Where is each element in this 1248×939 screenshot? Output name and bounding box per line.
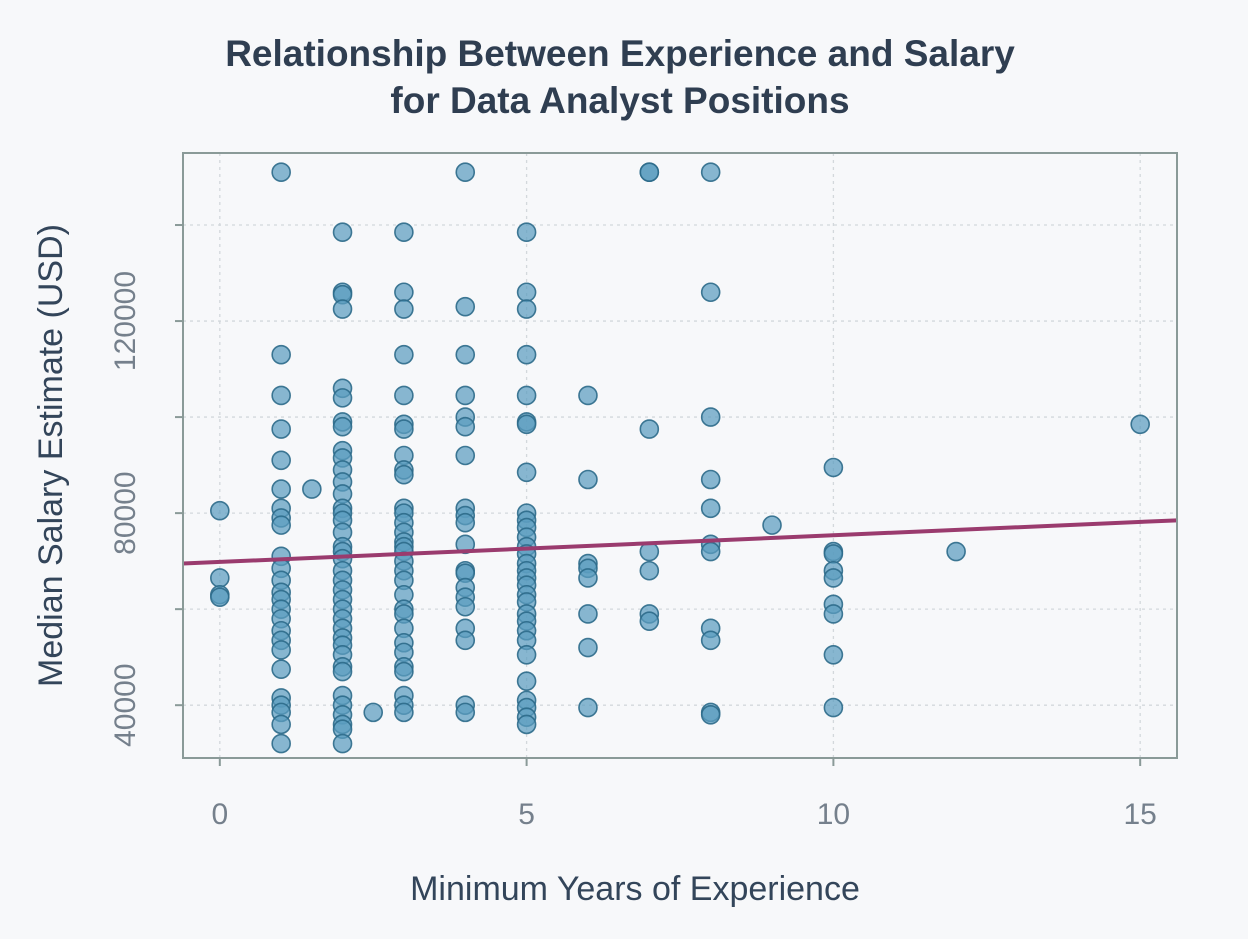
data-point	[271, 385, 291, 406]
data-point	[394, 222, 414, 243]
trend-line-group	[182, 518, 1178, 566]
data-point	[578, 469, 598, 490]
trend-line	[182, 518, 1178, 566]
data-point	[516, 385, 537, 406]
data-point	[394, 385, 414, 406]
chart-title-line-1: Relationship Between Experience and Sala…	[225, 33, 1015, 74]
data-point	[455, 702, 476, 723]
data-point	[823, 697, 844, 718]
data-point	[394, 344, 414, 365]
data-point	[332, 416, 353, 437]
data-point	[210, 568, 230, 588]
x-tick-label: 5	[518, 798, 535, 831]
data-point	[332, 222, 353, 243]
x-tick-label: 15	[1123, 798, 1156, 831]
data-point	[700, 630, 721, 651]
data-point	[516, 222, 537, 243]
data-point	[332, 299, 353, 319]
plot-frame	[182, 152, 1178, 759]
data-point	[210, 500, 230, 521]
data-point	[823, 604, 844, 624]
data-point	[455, 445, 476, 466]
data-point	[271, 344, 291, 365]
data-point	[516, 714, 537, 735]
data-point	[516, 344, 537, 365]
data-point	[516, 644, 537, 665]
data-point	[302, 479, 322, 499]
data-point	[271, 714, 291, 735]
data-point	[700, 704, 721, 725]
data-point	[578, 697, 598, 718]
data-point	[823, 457, 844, 478]
y-tick-label: 40000	[109, 663, 142, 746]
data-point	[455, 385, 476, 406]
data-point	[271, 515, 291, 535]
data-point	[823, 568, 844, 588]
data-point	[1130, 414, 1150, 435]
data-point	[578, 604, 598, 624]
data-point	[823, 644, 844, 665]
data-point	[700, 282, 721, 303]
grid-lines	[183, 153, 1177, 758]
data-point	[516, 282, 537, 303]
data-point	[455, 630, 476, 651]
y-tick-label: 80000	[109, 471, 142, 554]
data-point	[271, 450, 291, 471]
data-point	[516, 414, 537, 435]
data-point	[271, 479, 291, 499]
data-point	[210, 587, 230, 607]
data-point	[946, 541, 966, 562]
x-tick-label: 0	[211, 798, 228, 831]
data-point	[332, 733, 353, 754]
data-point	[700, 407, 721, 427]
data-point	[700, 541, 721, 562]
x-tick-label: 10	[817, 798, 850, 831]
data-point	[394, 299, 414, 319]
data-point	[700, 162, 721, 183]
data-point	[363, 702, 384, 723]
data-point	[639, 560, 660, 581]
data-point	[516, 462, 537, 483]
data-point	[455, 344, 476, 365]
x-axis-title: Minimum Years of Experience	[410, 870, 860, 908]
data-point	[578, 385, 598, 406]
data-point	[271, 162, 291, 183]
data-point	[455, 296, 476, 317]
data-point	[639, 611, 660, 631]
data-point	[332, 661, 353, 682]
data-point	[578, 637, 598, 658]
data-point	[394, 282, 414, 303]
axis-ticks: 0 5 10 15 40000 80000 120000	[109, 224, 1157, 831]
data-point	[762, 515, 782, 535]
data-point	[455, 162, 476, 183]
data-point	[394, 419, 414, 439]
data-point	[271, 733, 291, 754]
data-point	[271, 659, 291, 679]
data-point	[332, 388, 353, 408]
data-point	[516, 299, 537, 319]
data-point	[455, 512, 476, 533]
data-point	[394, 702, 414, 723]
data-point	[639, 162, 660, 183]
data-point	[700, 469, 721, 490]
data-point	[823, 544, 844, 564]
data-point	[455, 534, 476, 555]
data-point	[455, 596, 476, 617]
y-tick-label: 120000	[109, 271, 142, 371]
y-axis-title: Median Salary Estimate (USD)	[32, 224, 70, 687]
data-point	[271, 419, 291, 439]
data-point	[516, 671, 537, 691]
data-point	[700, 498, 721, 519]
data-point	[639, 419, 660, 439]
data-point	[394, 464, 414, 485]
data-point	[455, 416, 476, 437]
data-points	[210, 162, 1150, 754]
data-point	[578, 568, 598, 588]
data-point	[394, 661, 414, 682]
data-point	[271, 640, 291, 660]
chart-title-line-2: for Data Analyst Positions	[390, 80, 850, 121]
